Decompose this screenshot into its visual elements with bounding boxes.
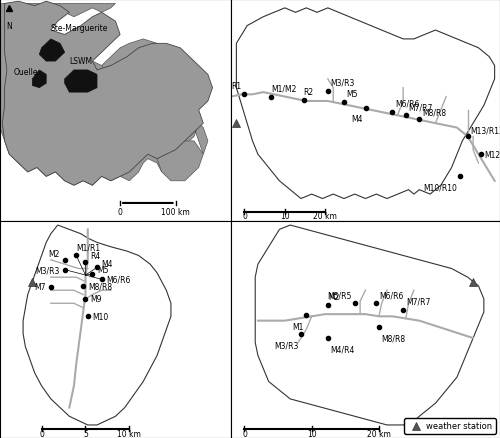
Text: 0: 0: [242, 212, 247, 221]
Polygon shape: [255, 226, 484, 425]
Text: Ouelle: Ouelle: [14, 68, 38, 77]
Polygon shape: [23, 226, 171, 425]
Polygon shape: [124, 124, 162, 159]
Polygon shape: [157, 75, 190, 102]
Text: M1/M2: M1/M2: [272, 84, 296, 93]
Text: M12/R12: M12/R12: [484, 150, 500, 159]
Text: M4: M4: [352, 115, 363, 124]
Text: M7/R7: M7/R7: [406, 297, 430, 306]
Text: M3/R3: M3/R3: [274, 340, 298, 349]
Text: M4/R4: M4/R4: [330, 345, 355, 353]
Text: 100 km: 100 km: [161, 208, 190, 216]
Text: M3/R3: M3/R3: [330, 78, 355, 88]
Text: 20 km: 20 km: [313, 212, 337, 221]
Text: M6/R6: M6/R6: [106, 275, 130, 284]
Text: M4: M4: [102, 259, 113, 268]
Text: M10: M10: [92, 312, 108, 321]
Text: M10/R10: M10/R10: [423, 184, 457, 193]
Text: M6/R6: M6/R6: [379, 290, 404, 300]
Text: 5: 5: [83, 429, 88, 438]
Text: 0: 0: [242, 429, 247, 438]
Polygon shape: [236, 9, 494, 199]
Text: N: N: [6, 22, 12, 31]
Polygon shape: [0, 0, 208, 186]
Text: M1/R1: M1/R1: [76, 243, 100, 252]
Polygon shape: [102, 40, 185, 102]
Text: LSWM: LSWM: [70, 57, 92, 66]
Text: M8/R8: M8/R8: [88, 282, 112, 291]
Polygon shape: [64, 71, 97, 93]
Polygon shape: [2, 2, 212, 186]
Text: M2: M2: [328, 293, 339, 302]
Polygon shape: [171, 110, 198, 128]
Text: 0: 0: [39, 429, 44, 438]
Text: M13/R13: M13/R13: [470, 126, 500, 135]
Text: M7/R7: M7/R7: [408, 103, 433, 112]
Text: 10 km: 10 km: [118, 429, 142, 438]
Text: M5: M5: [97, 265, 108, 275]
Text: R1: R1: [232, 82, 242, 91]
Text: M8/R8: M8/R8: [422, 108, 446, 117]
Polygon shape: [157, 141, 204, 181]
Text: 0: 0: [118, 208, 122, 216]
Text: M3/R3: M3/R3: [36, 265, 60, 275]
Text: 20 km: 20 km: [367, 429, 391, 438]
Text: Ste-Marguerite: Ste-Marguerite: [51, 24, 108, 33]
Text: M5: M5: [346, 89, 358, 99]
Text: M2: M2: [48, 249, 60, 258]
Polygon shape: [40, 40, 64, 62]
Text: R2: R2: [304, 87, 314, 96]
Legend: weather station: weather station: [404, 418, 496, 434]
Text: M8/R8: M8/R8: [382, 334, 406, 343]
Text: M1: M1: [292, 322, 304, 331]
Text: M6/R6: M6/R6: [395, 99, 419, 109]
Text: M5/R5: M5/R5: [328, 290, 352, 300]
Text: M7: M7: [34, 283, 46, 292]
Text: 10: 10: [307, 429, 316, 438]
Text: 10: 10: [280, 212, 289, 221]
Text: M9: M9: [90, 295, 102, 304]
Polygon shape: [32, 71, 46, 88]
Text: R4: R4: [90, 251, 101, 260]
